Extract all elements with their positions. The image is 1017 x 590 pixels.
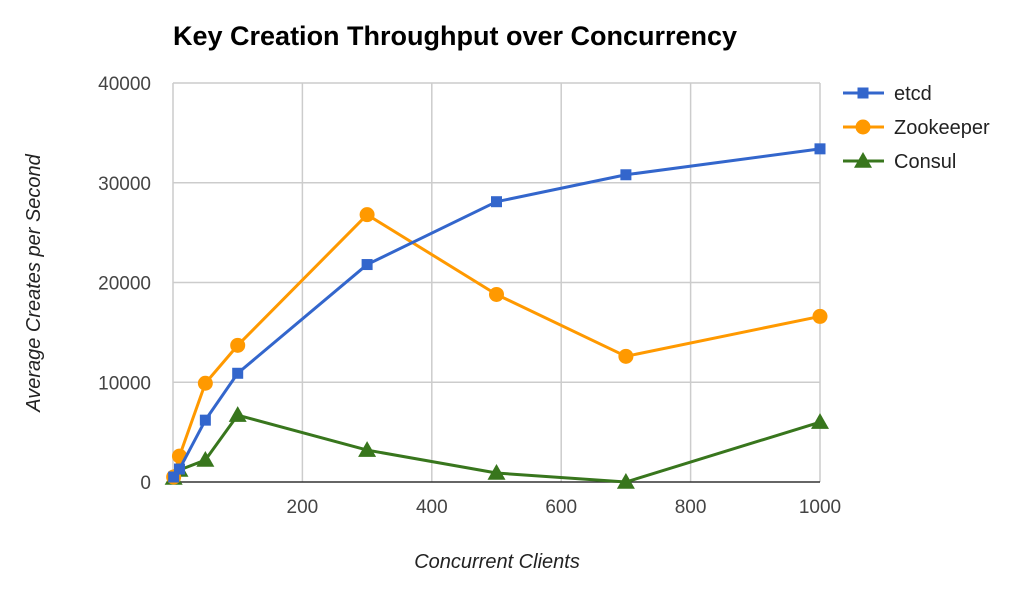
data-point-etcd (173, 463, 185, 475)
data-point-etcd (491, 196, 502, 208)
y-axis-label: Average Creates per Second (23, 153, 45, 412)
data-point-consul (196, 451, 215, 467)
x-tick-label: 400 (416, 497, 448, 518)
tick-labels: 0 10000 20000 30000 40000 200 400 600 800 1000 (98, 74, 841, 518)
legend-marker-consul (854, 152, 872, 168)
data-point-etcd (232, 367, 244, 379)
legend: etcd Zookeeper Consul (843, 83, 990, 173)
data-point-etcd (199, 414, 211, 426)
series-line-etcd (172, 147, 821, 478)
data-point-zookeeper (489, 286, 504, 302)
legend-item-zookeeper: Zookeeper (843, 117, 990, 139)
grid-lines (172, 82, 821, 483)
y-tick-label: 0 (140, 473, 151, 494)
data-point-zookeeper (812, 308, 828, 324)
y-tick-label: 30000 (98, 174, 151, 195)
data-point-zookeeper (230, 337, 246, 353)
data-point-zookeeper (618, 348, 634, 364)
data-point-zookeeper (359, 207, 375, 223)
y-tick-label: 40000 (98, 74, 151, 95)
series-etcd (168, 143, 826, 483)
data-point-zookeeper (197, 375, 213, 391)
data-point-consul (487, 464, 506, 480)
x-tick-label: 600 (545, 497, 577, 518)
data-point-etcd (814, 143, 826, 155)
data-point-consul (616, 473, 635, 489)
legend-item-consul: Consul (843, 151, 956, 173)
data-point-etcd (361, 259, 373, 271)
legend-label-zookeeper: Zookeeper (894, 117, 990, 139)
legend-marker-zookeeper (855, 119, 871, 135)
legend-marker-etcd (857, 87, 869, 99)
legend-label-etcd: etcd (894, 83, 932, 105)
x-tick-label: 800 (675, 497, 707, 518)
data-point-consul (811, 413, 829, 429)
y-tick-label: 10000 (98, 373, 151, 394)
data-series (164, 143, 829, 489)
series-consul (164, 406, 829, 489)
legend-item-etcd: etcd (843, 83, 932, 105)
y-tick-label: 20000 (98, 274, 151, 295)
x-tick-label: 1000 (799, 497, 841, 518)
chart-title: Key Creation Throughput over Concurrency (173, 21, 737, 51)
series-zookeeper (166, 207, 828, 485)
data-point-etcd (168, 471, 180, 483)
data-point-consul (228, 406, 247, 422)
x-axis-label: Concurrent Clients (414, 551, 580, 573)
x-tick-label: 200 (287, 497, 319, 518)
series-line-zookeeper (172, 213, 821, 478)
data-point-etcd (620, 169, 632, 181)
data-point-consul (358, 441, 377, 457)
legend-label-consul: Consul (894, 151, 956, 173)
